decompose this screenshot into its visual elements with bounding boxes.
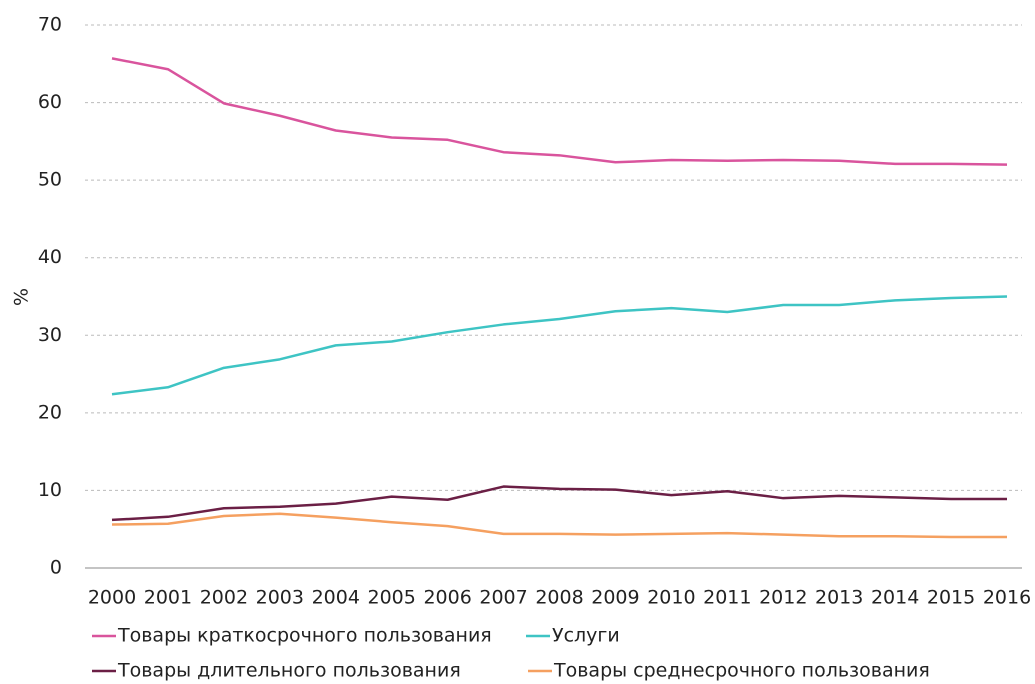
x-tick-label: 2004 <box>312 587 360 609</box>
x-tick-label: 2012 <box>759 587 807 609</box>
y-tick-label: 40 <box>38 246 62 268</box>
series-line <box>111 295 1008 396</box>
y-tick-label: 30 <box>38 324 62 346</box>
x-tick-label: 2013 <box>815 587 863 609</box>
series-line <box>111 57 1008 166</box>
x-tick-label: 2008 <box>535 587 583 609</box>
x-tick-label: 2010 <box>647 587 695 609</box>
legend-label: Товары длительного пользования <box>117 660 461 682</box>
legend-label: Товары краткосрочного пользования <box>117 625 492 647</box>
x-tick-label: 2007 <box>479 587 527 609</box>
x-tick-label: 2009 <box>591 587 639 609</box>
x-tick-label: 2001 <box>144 587 192 609</box>
y-tick-label: 70 <box>38 14 62 36</box>
x-tick-label: 2006 <box>423 587 471 609</box>
x-tick-label: 2016 <box>983 587 1031 609</box>
legend-label: Товары среднесрочного пользования <box>553 660 930 682</box>
x-tick-label: 2005 <box>368 587 416 609</box>
x-tick-label: 2002 <box>200 587 248 609</box>
x-tick-label: 2014 <box>871 587 919 609</box>
y-axis-label: % <box>11 288 33 306</box>
x-tick-label: 2011 <box>703 587 751 609</box>
y-tick-label: 60 <box>38 91 62 113</box>
x-tick-label: 2000 <box>88 587 136 609</box>
series-line <box>111 485 1007 522</box>
x-tick-label: 2015 <box>927 587 975 609</box>
series-line <box>111 512 1007 539</box>
y-tick-label: 20 <box>38 401 62 423</box>
legend-label: Услуги <box>552 625 620 647</box>
x-tick-label: 2003 <box>256 587 304 609</box>
y-tick-label: 50 <box>38 169 62 191</box>
y-tick-label: 0 <box>50 557 62 579</box>
y-tick-label: 10 <box>38 479 62 501</box>
